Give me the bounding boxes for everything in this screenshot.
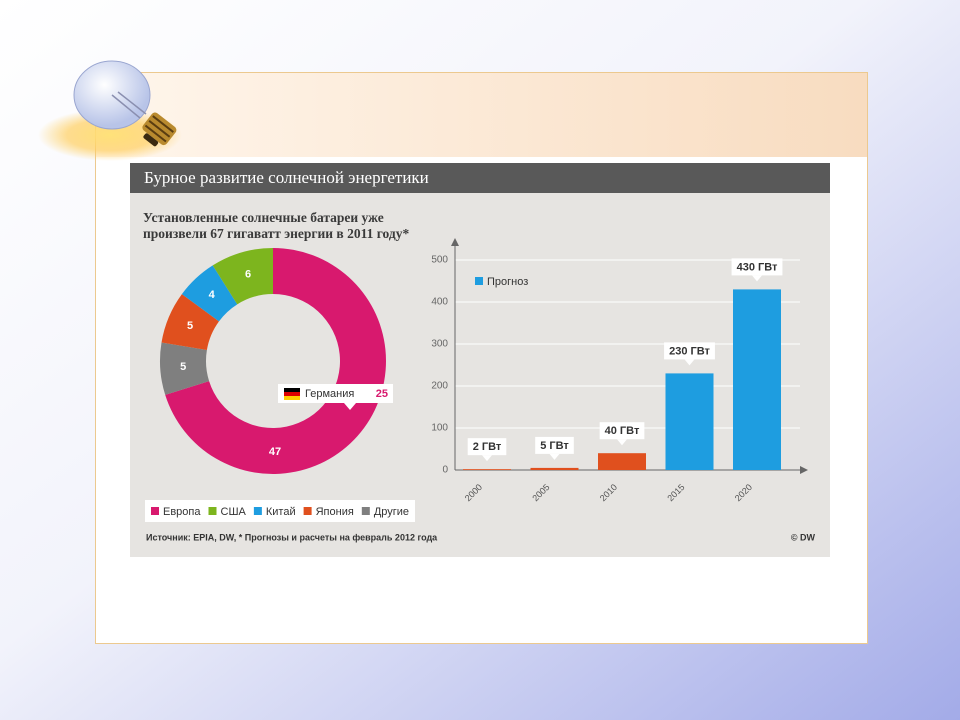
bar: [665, 373, 714, 470]
value-callout: 2 ГВт: [467, 438, 507, 462]
value-label: 5 ГВт: [540, 440, 569, 452]
legend-swatch: [253, 507, 262, 515]
segment-label: 6: [245, 268, 251, 280]
value-callout-pointer: [684, 359, 695, 366]
top-band: [96, 73, 867, 157]
y-tick-label: 200: [431, 381, 448, 392]
value-callout-box: [535, 436, 574, 454]
legend-label: Китай: [266, 506, 296, 518]
chart-subtitle: произвели 67 гигаватт энергии в 2011 год…: [143, 226, 409, 241]
donut-segment: [181, 265, 238, 322]
bar: [530, 467, 579, 470]
header-title: Бурное развитие солнечной энергетики: [144, 168, 429, 187]
segment-label: 5: [180, 361, 186, 373]
legend-swatch: [151, 507, 159, 515]
value-label: 2 ГВт: [473, 441, 502, 453]
value-callout-box: [467, 438, 507, 456]
legend-swatch: [475, 277, 483, 285]
value-callout-box: [599, 422, 645, 440]
x-axis-arrow: [800, 466, 808, 474]
legend-label: Япония: [316, 506, 354, 518]
value-label: 40 ГВт: [605, 425, 640, 437]
value-callout-box: [664, 342, 715, 360]
segment-label: 47: [269, 446, 281, 458]
value-label: 230 ГВт: [669, 345, 710, 357]
bar: [463, 469, 511, 470]
y-axis-arrow: [451, 238, 459, 246]
annotation-value: 25: [376, 388, 388, 400]
donut-segment: [165, 248, 386, 474]
legend-swatch: [208, 507, 217, 515]
value-callout-pointer: [549, 453, 560, 460]
legend-label: США: [221, 506, 247, 518]
y-tick-label: 0: [442, 465, 448, 476]
y-tick-label: 500: [431, 255, 448, 266]
value-callout-pointer: [482, 455, 492, 462]
segment-label: 4: [209, 289, 216, 301]
value-callout-pointer: [617, 439, 627, 446]
legend-swatch: [361, 507, 370, 515]
value-callout: 430 ГВт: [731, 258, 783, 282]
chart-panel: [130, 163, 830, 557]
donut-segment: [161, 294, 219, 351]
y-tick-label: 400: [431, 297, 448, 308]
bar: [733, 289, 781, 470]
legend-label: Другие: [374, 506, 409, 518]
legend-swatch: [303, 507, 312, 515]
legend-box: [145, 500, 415, 522]
flag-black: [284, 388, 300, 392]
bar: [598, 453, 646, 470]
legend-label: Европа: [163, 506, 201, 518]
header-bar: [130, 163, 830, 193]
value-callout: 230 ГВт: [664, 342, 715, 366]
source: Источник: EPIA, DW, * Прогнозы и расчеты…: [146, 532, 438, 542]
value-label: 430 ГВт: [737, 261, 778, 273]
flag-gold: [284, 396, 300, 400]
legend-label: Прогноз: [487, 276, 528, 288]
annotation-box: [278, 384, 393, 403]
segment-label: 5: [187, 320, 193, 332]
value-callout-box: [731, 258, 783, 276]
annotation-pointer: [344, 403, 356, 410]
chart-subtitle: Установленные солнечные батареи уже: [143, 210, 384, 225]
value-callout-pointer: [752, 275, 762, 282]
value-callout: 5 ГВт: [535, 436, 574, 460]
lightbulb: [38, 60, 182, 161]
flag-red: [284, 392, 300, 396]
value-callout: 40 ГВт: [599, 422, 645, 446]
y-tick-label: 300: [431, 339, 448, 350]
annotation-label: Германия: [305, 388, 354, 400]
donut-segment: [212, 248, 273, 305]
credit: © DW: [791, 532, 816, 542]
donut-segment: [160, 342, 210, 395]
y-tick-label: 100: [431, 423, 448, 434]
